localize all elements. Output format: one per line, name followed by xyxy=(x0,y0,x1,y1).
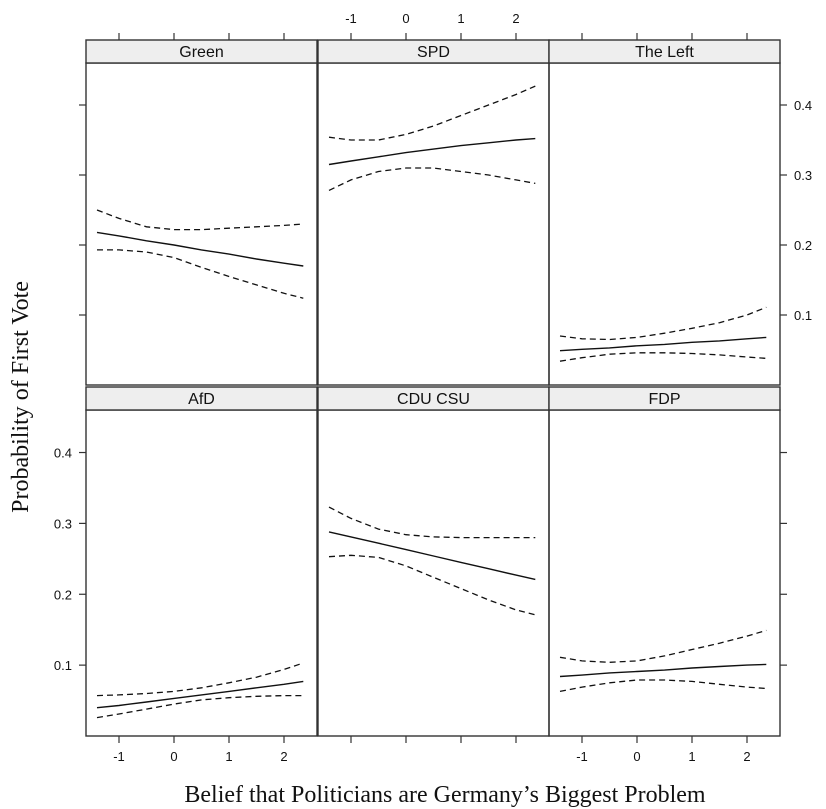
x-tick-label-top: 0 xyxy=(402,11,409,26)
x-tick-label-top: 1 xyxy=(457,11,464,26)
ci-lower-line-afd xyxy=(96,694,304,719)
x-tick-label: 2 xyxy=(743,749,750,764)
y-tick-label-right: 0.1 xyxy=(794,308,812,323)
x-tick-label: -1 xyxy=(576,749,588,764)
estimate-line-spd xyxy=(328,137,536,166)
ci-upper-line-spd xyxy=(328,85,536,141)
ci-upper-line-green xyxy=(96,209,304,231)
strip-label-green: Green xyxy=(179,44,223,61)
panel-frame-green xyxy=(85,62,318,386)
ci-upper-line-fdp xyxy=(559,629,767,663)
ci-upper-line-cdu-csu xyxy=(328,506,536,539)
y-tick-label-left: 0.1 xyxy=(54,658,72,673)
strip-label-the-left: The Left xyxy=(635,44,694,61)
x-tick-label: 0 xyxy=(633,749,640,764)
plot-layer: Green SPD The Left AfD CDU CSU FDP -1 0 1 2 -1 0 1 2 -… xyxy=(54,11,812,764)
y-tick-label-right: 0.3 xyxy=(794,168,812,183)
y-tick-label-right: 0.2 xyxy=(794,238,812,253)
y-tick-label-right: 0.4 xyxy=(794,98,812,113)
panel-frame-afd xyxy=(85,409,318,737)
ci-lower-line-the-left xyxy=(559,352,767,362)
estimate-line-afd xyxy=(96,680,304,709)
y-tick-label-left: 0.4 xyxy=(54,446,72,461)
strip-green xyxy=(85,39,318,64)
x-axis-title: Belief that Politicians are Germany’s Bi… xyxy=(184,782,706,808)
x-tick-label: 1 xyxy=(688,749,695,764)
ci-lower-line-fdp xyxy=(559,679,767,693)
strip-label-cdu-csu: CDU CSU xyxy=(397,391,470,408)
estimate-line-cdu-csu xyxy=(328,531,536,581)
ci-lower-line-cdu-csu xyxy=(328,554,536,616)
strip-label-spd: SPD xyxy=(417,44,450,61)
strip-label-fdp: FDP xyxy=(649,391,681,408)
y-tick-label-left: 0.3 xyxy=(54,516,72,531)
x-tick-label: -1 xyxy=(113,749,125,764)
x-tick-label: 2 xyxy=(280,749,287,764)
strip-the-left xyxy=(548,39,781,64)
estimate-line-the-left xyxy=(559,336,767,352)
panel-frame-the-left xyxy=(548,62,781,386)
panel-frame-cdu-csu xyxy=(317,409,550,737)
y-axis-title: Probability of First Vote xyxy=(8,281,34,513)
x-tick-label-top: 2 xyxy=(512,11,519,26)
strip-afd xyxy=(85,386,318,411)
panel-frame-spd xyxy=(317,62,550,386)
strip-label-afd: AfD xyxy=(188,391,215,408)
x-tick-label: 0 xyxy=(170,749,177,764)
x-tick-label: 1 xyxy=(225,749,232,764)
estimate-line-fdp xyxy=(559,663,767,678)
ci-upper-line-the-left xyxy=(559,306,767,341)
ci-upper-line-afd xyxy=(96,662,304,697)
ci-lower-line-spd xyxy=(328,167,536,191)
estimate-line-green xyxy=(96,231,304,267)
ci-lower-line-green xyxy=(97,249,304,299)
y-tick-label-left: 0.2 xyxy=(54,587,72,602)
strip-fdp xyxy=(548,386,781,411)
x-tick-label-top: -1 xyxy=(345,11,357,26)
